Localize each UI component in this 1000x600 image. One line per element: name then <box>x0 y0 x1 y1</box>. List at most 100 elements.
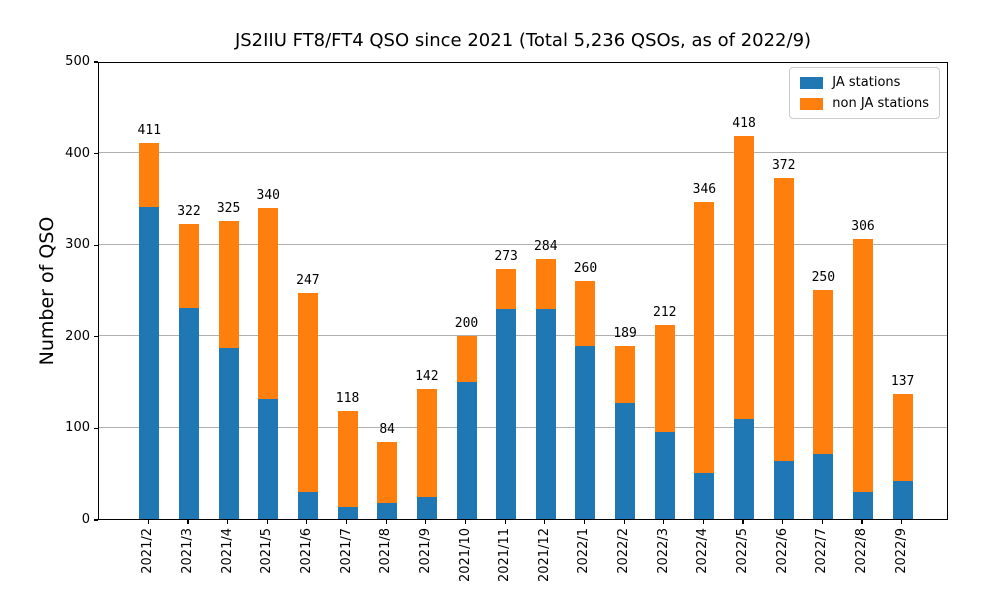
chart-title: JS2IIU FT8/FT4 QSO since 2021 (Total 5,2… <box>234 30 812 51</box>
bar-total-label: 325 <box>216 201 241 217</box>
bar-segment-ja-stations <box>694 473 715 519</box>
x-tick-label: 2022/3 <box>655 528 671 574</box>
x-tick-label: 2021/2 <box>140 528 156 574</box>
legend: JA stations non JA stations <box>789 67 940 119</box>
bar-segment-ja-stations <box>496 309 517 519</box>
x-tick-mark <box>504 520 506 524</box>
bar-segment-non-ja-stations <box>575 280 596 346</box>
bar-segment-non-ja-stations <box>337 410 358 508</box>
bar-segment-ja-stations <box>258 399 279 519</box>
bar-total-label: 250 <box>811 270 836 285</box>
y-tick-label: 0 <box>81 512 90 527</box>
bar-total-label: 322 <box>177 204 201 220</box>
bar-segment-non-ja-stations <box>297 292 318 492</box>
y-tick-mark <box>94 519 98 521</box>
x-tick-mark <box>742 520 744 524</box>
x-tick-label: 2022/6 <box>774 528 790 574</box>
bar-segment-ja-stations <box>178 308 199 519</box>
bar-segment-ja-stations <box>575 345 596 519</box>
bar-segment-non-ja-stations <box>377 442 398 504</box>
x-tick-label: 2022/7 <box>814 528 830 574</box>
y-tick-label: 400 <box>65 145 90 161</box>
x-tick-label: 2022/2 <box>616 528 632 574</box>
x-tick-mark <box>266 520 268 524</box>
bar-segment-non-ja-stations <box>139 142 160 207</box>
bar-segment-ja-stations <box>416 497 437 519</box>
bar-total-label: 340 <box>256 187 280 203</box>
bar-total-label: 411 <box>137 122 162 138</box>
bar-segment-non-ja-stations <box>258 207 279 400</box>
legend-item-ja-stations: JA stations <box>800 75 929 90</box>
y-tick-label: 300 <box>65 237 90 253</box>
y-tick-label: 100 <box>65 420 90 436</box>
x-tick-mark <box>464 520 467 524</box>
bar-total-label: 284 <box>534 238 558 254</box>
x-tick-mark <box>861 520 863 524</box>
bar-segment-non-ja-stations <box>813 290 834 454</box>
bar-segment-ja-stations <box>773 461 794 519</box>
bar-segment-non-ja-stations <box>654 324 675 432</box>
bar-total-label: 372 <box>771 158 796 174</box>
bar-total-label: 306 <box>851 218 875 234</box>
bar-segment-ja-stations <box>297 491 318 519</box>
bar-total-label: 118 <box>335 390 360 406</box>
legend-label-ja-stations: JA stations <box>832 75 901 90</box>
x-tick-label: 2021/11 <box>497 528 513 583</box>
bar-segment-ja-stations <box>813 453 834 519</box>
bar-segment-non-ja-stations <box>416 388 437 498</box>
bar-segment-non-ja-stations <box>853 238 873 492</box>
x-tick-label: 2021/4 <box>219 528 235 574</box>
x-tick-label: 2022/9 <box>893 528 909 574</box>
gridline <box>99 335 947 337</box>
y-tick-label: 200 <box>65 328 90 344</box>
legend-swatch-ja-stations <box>800 76 824 89</box>
bar-segment-non-ja-stations <box>456 335 477 382</box>
x-tick-mark <box>227 520 229 524</box>
bar-segment-non-ja-stations <box>615 345 636 403</box>
x-tick-label: 2021/6 <box>298 528 314 574</box>
bar-segment-non-ja-stations <box>773 178 794 462</box>
bar-total-label: 137 <box>890 373 915 389</box>
x-tick-mark <box>187 520 189 524</box>
bar-total-label: 247 <box>296 272 320 288</box>
bar-total-label: 346 <box>692 182 717 198</box>
x-tick-label: 2022/5 <box>735 528 751 574</box>
x-tick-mark <box>306 520 308 524</box>
bar-total-label: 200 <box>454 315 479 331</box>
y-tick-mark <box>94 244 98 246</box>
bar-segment-non-ja-stations <box>892 393 913 481</box>
x-tick-label: 2021/7 <box>338 528 354 574</box>
x-tick-label: 2021/12 <box>536 528 552 583</box>
bar-total-label: 212 <box>653 304 677 320</box>
gridline <box>99 152 947 154</box>
bar-segment-ja-stations <box>218 347 239 519</box>
x-tick-mark <box>782 520 784 524</box>
bar-segment-ja-stations <box>734 419 755 519</box>
bar-segment-non-ja-stations <box>496 268 517 310</box>
x-tick-label: 2022/4 <box>695 528 711 574</box>
x-tick-mark <box>623 520 625 524</box>
bar-segment-ja-stations <box>892 480 913 519</box>
x-tick-mark <box>425 520 427 524</box>
y-tick-mark <box>94 336 98 338</box>
bar-segment-ja-stations <box>337 507 358 519</box>
bar-segment-ja-stations <box>535 309 556 519</box>
x-tick-label: 2021/8 <box>378 528 394 574</box>
bar-total-label: 273 <box>494 248 518 264</box>
bar-total-label: 418 <box>732 116 756 132</box>
x-tick-mark <box>583 520 586 524</box>
x-tick-label: 2021/3 <box>179 528 195 574</box>
bar-total-label: 142 <box>415 368 439 384</box>
y-tick-mark <box>94 153 98 155</box>
bar-total-label: 189 <box>613 325 637 341</box>
bar-segment-non-ja-stations <box>694 202 715 474</box>
bar-segment-ja-stations <box>377 503 398 519</box>
x-tick-label: 2022/1 <box>576 528 592 574</box>
bar-total-label: 84 <box>379 422 396 438</box>
x-tick-label: 2021/5 <box>259 528 275 574</box>
x-tick-mark <box>901 520 903 524</box>
gridline <box>99 243 947 245</box>
bar-segment-ja-stations <box>456 381 477 519</box>
bar-segment-ja-stations <box>615 402 636 519</box>
